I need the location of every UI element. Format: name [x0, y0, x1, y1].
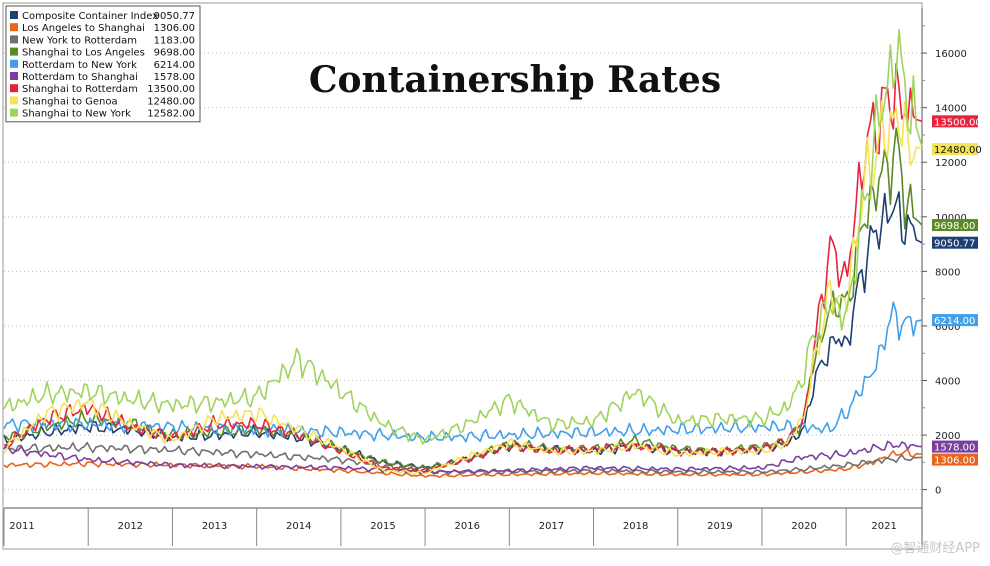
- y-tick-label: 12000: [935, 158, 967, 169]
- x-tick-label: 2018: [623, 521, 648, 532]
- x-tick-label: 2021: [871, 521, 896, 532]
- x-tick-label: 2016: [454, 521, 479, 532]
- y-tick-label: 0: [935, 486, 941, 497]
- value-label: 6214.00: [934, 316, 975, 327]
- series-lines: [3, 28, 923, 479]
- value-label-box: [932, 115, 978, 128]
- legend-box: [5, 5, 201, 123]
- value-label-box: [932, 314, 978, 327]
- legend-label: Shanghai to Rotterdam: [22, 84, 138, 95]
- value-label-box: [932, 143, 978, 156]
- legend-value: 13500.00: [147, 84, 195, 95]
- y-tick-label: 10000: [935, 213, 967, 224]
- legend-swatch: [10, 72, 18, 80]
- legend-label: Shanghai to Genoa: [22, 96, 118, 107]
- legend-value: 12582.00: [147, 109, 195, 120]
- series-line: [3, 127, 923, 470]
- value-label: 1578.00: [934, 443, 975, 454]
- value-labels: 13500.00 12480.00 9698.00 9050.77 6214.00 157…: [932, 115, 982, 467]
- legend-value: 9050.77: [154, 11, 195, 22]
- legend-label: New York to Rotterdam: [22, 35, 137, 46]
- series-line: [3, 100, 923, 476]
- legend-value: 6214.00: [154, 60, 195, 71]
- y-tick-label: 6000: [935, 322, 960, 333]
- y-axis: 0 2000 4000 6000 8000 10000 12000 14000 16000: [922, 25, 967, 497]
- legend-label: Rotterdam to Shanghai: [22, 72, 138, 83]
- legend-value: 1578.00: [154, 72, 195, 83]
- chart-title: Containership Rates: [309, 59, 721, 101]
- legend-swatch: [10, 59, 18, 68]
- legend-swatch: [10, 47, 18, 56]
- legend-value: 12480.00: [147, 96, 195, 107]
- legend-value: 1183.00: [154, 35, 195, 46]
- y-tick-label: 14000: [935, 104, 967, 115]
- y-tick-label: 16000: [935, 49, 967, 60]
- series-line: [3, 28, 923, 445]
- x-axis: 2011 2012 2013 2014 2015 2016 2017 2018 2019 2020…: [3, 507, 922, 546]
- series-line: [3, 440, 923, 475]
- value-label-box: [932, 219, 978, 232]
- value-label: 13500.00: [934, 117, 982, 128]
- legend-value: 1306.00: [154, 23, 195, 34]
- series-line: [4, 62, 923, 473]
- value-label-box: [932, 236, 978, 249]
- value-label: 12480.00: [934, 145, 982, 156]
- y-tick-label: 2000: [935, 431, 960, 442]
- x-tick-label: 2013: [202, 521, 227, 532]
- legend-swatch: [10, 35, 18, 44]
- legend-label: Shanghai to New York: [22, 109, 131, 120]
- y-tick-label: 8000: [935, 267, 960, 278]
- value-label: 1306.00: [934, 456, 975, 467]
- value-label: 9050.77: [934, 239, 975, 250]
- watermark-text: @智通财经APP: [890, 541, 980, 556]
- value-label: 9698.00: [934, 221, 975, 232]
- series-line: [3, 441, 923, 476]
- series-line: [3, 448, 923, 479]
- legend-label: Composite Container Index: [22, 11, 158, 22]
- y-tick-label: 4000: [935, 377, 960, 388]
- legend-swatch: [10, 23, 18, 32]
- legend-swatch: [10, 11, 18, 19]
- legend-swatch: [10, 96, 18, 105]
- series-line: [3, 301, 923, 443]
- value-label-box: [932, 453, 978, 466]
- legend-value: 9698.00: [154, 48, 195, 59]
- legend-swatch: [10, 84, 18, 93]
- value-label-box: [932, 440, 978, 453]
- x-tick-label: 2019: [707, 521, 732, 532]
- legend-label: Shanghai to Los Angeles: [22, 48, 145, 59]
- legend-label: Rotterdam to New York: [22, 60, 137, 71]
- x-tick-label: 2011: [9, 521, 34, 532]
- x-tick-label: 2012: [118, 521, 143, 532]
- legend-swatch: [10, 108, 18, 117]
- x-tick-label: 2015: [370, 521, 395, 532]
- x-tick-label: 2014: [286, 521, 311, 532]
- x-tick-label: 2017: [539, 521, 564, 532]
- legend-label: Los Angeles to Shanghai: [22, 23, 145, 34]
- x-tick-label: 2020: [791, 521, 816, 532]
